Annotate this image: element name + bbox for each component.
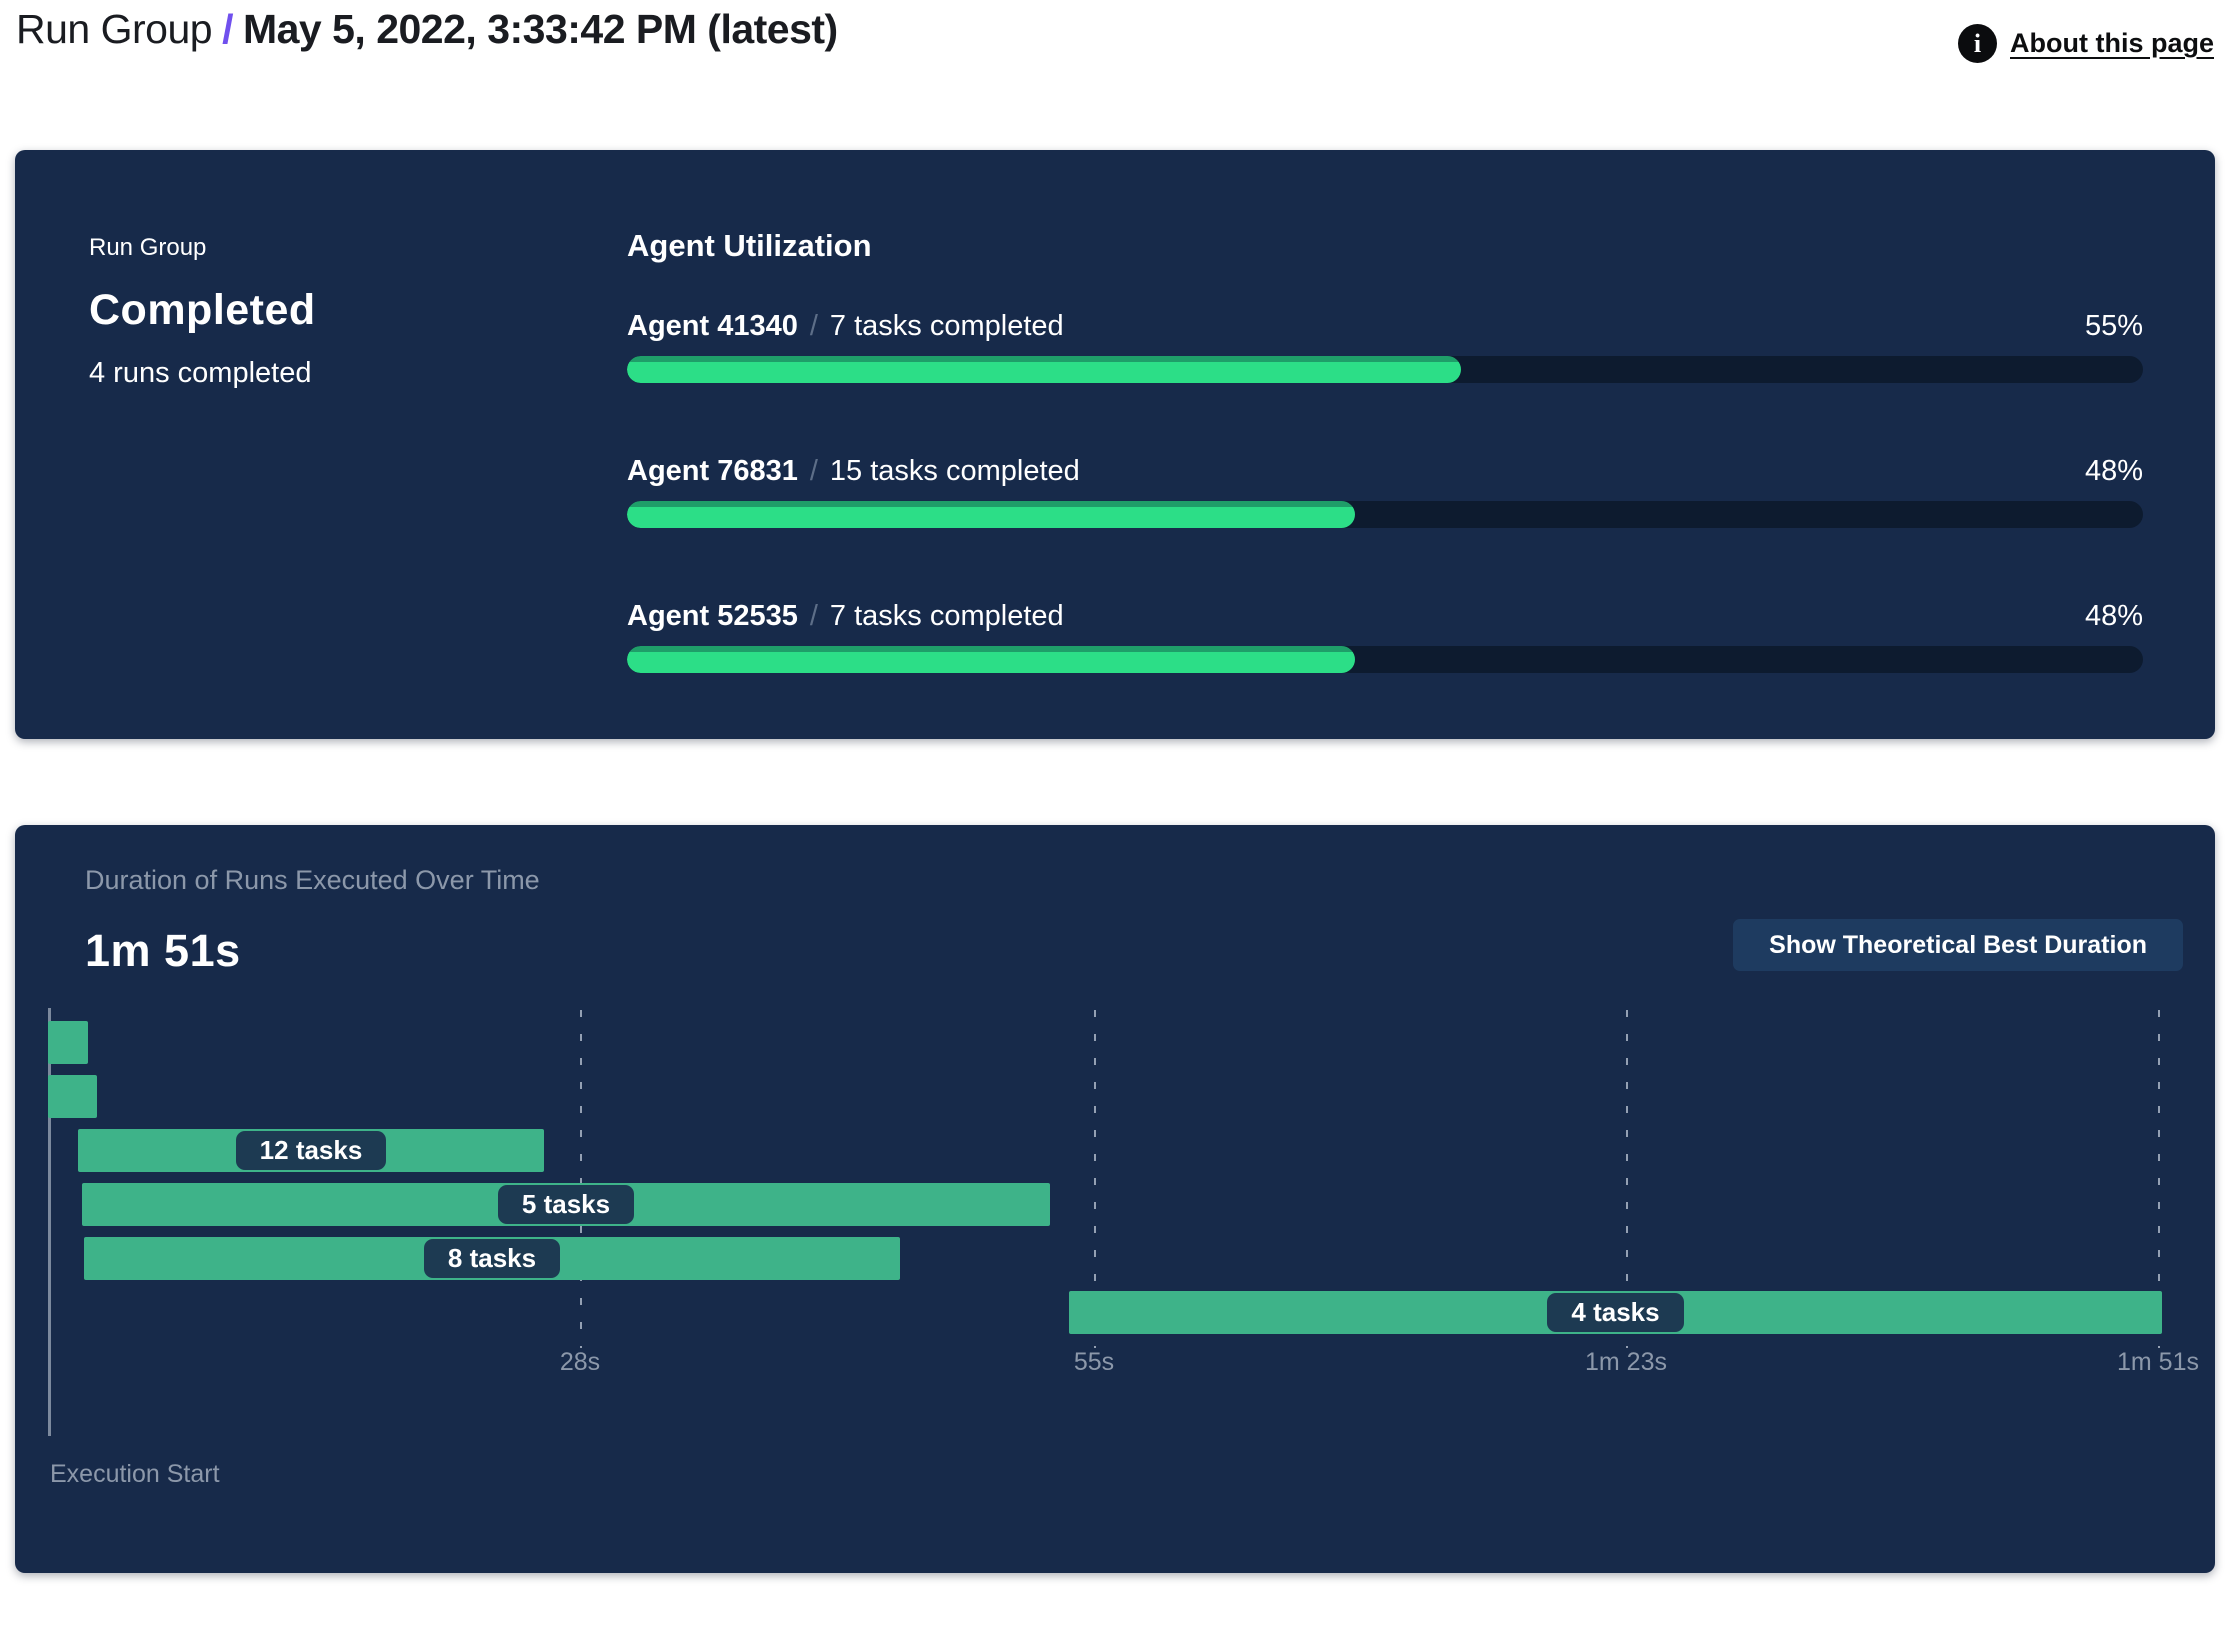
agent-task-count: 7 tasks completed bbox=[829, 600, 1064, 632]
task-count-badge: 12 tasks bbox=[235, 1131, 387, 1170]
agent-progress-fill bbox=[627, 646, 1355, 673]
run-timestamp-title: May 5, 2022, 3:33:42 PM (latest) bbox=[242, 6, 838, 52]
x-tick-label: 55s bbox=[1073, 1348, 1115, 1376]
header: Run Group / May 5, 2022, 3:33:42 PM (lates… bbox=[16, 6, 2214, 63]
agent-utilization-row: Agent 41340 / 7 tasks completed 55% bbox=[627, 310, 2143, 383]
about-this-page-link[interactable]: i About this page bbox=[1958, 24, 2214, 63]
chart-subtitle: Duration of Runs Executed Over Time bbox=[85, 865, 540, 895]
x-tick-label: 28s bbox=[559, 1348, 601, 1376]
task-count-badge: 8 tasks bbox=[423, 1239, 561, 1278]
agent-utilization-section: Agent Utilization Agent 41340 / 7 tasks … bbox=[627, 228, 2143, 745]
agent-progress-track bbox=[627, 501, 2143, 528]
gridline-28s bbox=[580, 1010, 582, 1348]
agent-progress-track bbox=[627, 646, 2143, 673]
label-separator: / bbox=[809, 600, 818, 632]
agent-task-count: 7 tasks completed bbox=[829, 310, 1064, 342]
run-group-summary-panel: Run Group Completed 4 runs completed Age… bbox=[15, 150, 2215, 739]
gridline-55s bbox=[1094, 1010, 1096, 1348]
gantt-run-bar bbox=[48, 1021, 88, 1064]
page-title: Run Group / May 5, 2022, 3:33:42 PM (lates… bbox=[16, 6, 838, 53]
run-status-column: Run Group Completed 4 runs completed bbox=[89, 234, 316, 390]
agent-label-line: Agent 52535 / 7 tasks completed 48% bbox=[627, 600, 2143, 633]
about-link-label: About this page bbox=[2010, 28, 2214, 58]
agent-utilization-heading: Agent Utilization bbox=[627, 228, 872, 263]
duration-chart-panel: Duration of Runs Executed Over Time 1m 5… bbox=[15, 825, 2215, 1573]
agent-utilization-row: Agent 52535 / 7 tasks completed 48% bbox=[627, 600, 2143, 673]
execution-start-axis-line bbox=[48, 1008, 51, 1436]
breadcrumb-separator: / bbox=[222, 6, 233, 52]
label-separator: / bbox=[809, 455, 818, 487]
agent-progress-track bbox=[627, 356, 2143, 383]
total-duration-value: 1m 51s bbox=[85, 925, 241, 976]
agent-task-count: 15 tasks completed bbox=[829, 455, 1080, 487]
gantt-run-bar bbox=[48, 1075, 97, 1118]
gantt-run-bar: 8 tasks bbox=[84, 1237, 900, 1280]
agent-percent: 55% bbox=[2084, 310, 2143, 342]
gantt-plot: Execution Start 28s 55s 1m 23s 1m 51s 12 tas… bbox=[48, 1008, 2199, 1488]
agent-label-line: Agent 41340 / 7 tasks completed 55% bbox=[627, 310, 2143, 343]
agent-name: Agent 41340 bbox=[627, 310, 798, 342]
gantt-run-bar: 12 tasks bbox=[78, 1129, 544, 1172]
x-tick-label: 1m 51s bbox=[2117, 1348, 2199, 1376]
label-separator: / bbox=[809, 310, 818, 342]
run-status-value: Completed bbox=[89, 286, 316, 334]
show-theoretical-best-duration-button[interactable]: Show Theoretical Best Duration bbox=[1733, 919, 2183, 971]
agent-progress-fill bbox=[627, 356, 1461, 383]
gridline-1m-23s bbox=[1626, 1010, 1628, 1348]
agent-name: Agent 52535 bbox=[627, 600, 798, 632]
gantt-run-bar: 4 tasks bbox=[1069, 1291, 2162, 1334]
runs-completed-count: 4 runs completed bbox=[89, 357, 312, 389]
agent-utilization-row: Agent 76831 / 15 tasks completed 48% bbox=[627, 455, 2143, 528]
x-tick-label: 1m 23s bbox=[1585, 1348, 1667, 1376]
gridline-1m-51s bbox=[2158, 1010, 2160, 1348]
gantt-run-bar: 5 tasks bbox=[82, 1183, 1050, 1226]
agent-percent: 48% bbox=[2084, 600, 2143, 632]
task-count-badge: 4 tasks bbox=[1547, 1293, 1684, 1332]
info-icon: i bbox=[1958, 24, 1997, 63]
breadcrumb-root: Run Group bbox=[16, 6, 213, 52]
agent-label-line: Agent 76831 / 15 tasks completed 48% bbox=[627, 455, 2143, 488]
agent-percent: 48% bbox=[2084, 455, 2143, 487]
agent-progress-fill bbox=[627, 501, 1355, 528]
execution-start-label: Execution Start bbox=[50, 1460, 220, 1488]
run-group-label: Run Group bbox=[89, 234, 207, 261]
task-count-badge: 5 tasks bbox=[497, 1185, 635, 1224]
agent-name: Agent 76831 bbox=[627, 455, 798, 487]
